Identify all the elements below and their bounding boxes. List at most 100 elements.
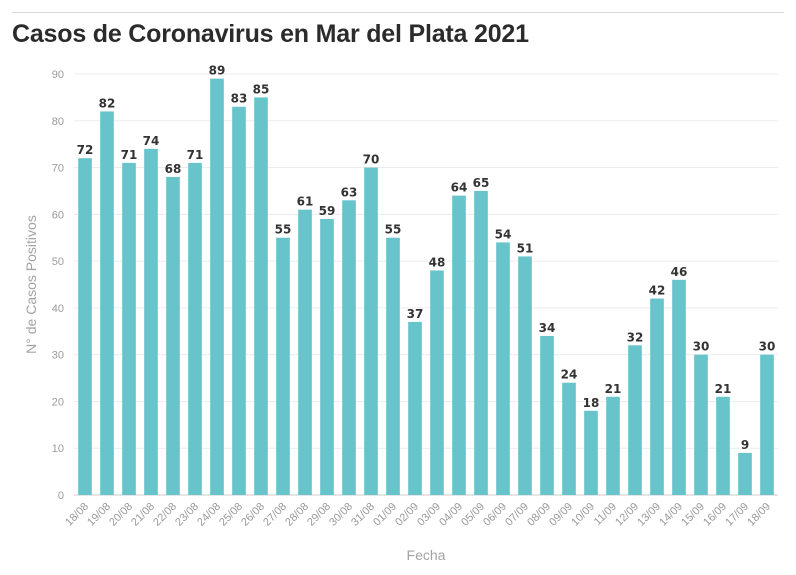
x-tick-label: 06/09 xyxy=(481,501,509,529)
y-tick-label: 50 xyxy=(52,256,64,268)
data-label: 55 xyxy=(275,223,292,237)
x-tick-label: 18/08 xyxy=(63,501,91,529)
x-tick-label: 01/09 xyxy=(371,501,399,529)
x-tick-label: 28/08 xyxy=(283,501,311,529)
data-label: 9 xyxy=(741,438,749,452)
chart-title: Casos de Coronavirus en Mar del Plata 20… xyxy=(12,20,529,48)
data-label: 72 xyxy=(77,143,94,157)
data-label: 21 xyxy=(715,382,732,396)
data-label: 64 xyxy=(451,181,468,195)
x-tick-label: 18/09 xyxy=(745,501,773,529)
bar xyxy=(320,219,334,495)
x-tick-label: 21/08 xyxy=(129,501,157,529)
bar xyxy=(364,167,378,496)
x-tick-label: 08/09 xyxy=(525,501,553,529)
data-label: 74 xyxy=(143,134,160,148)
bar xyxy=(672,279,686,495)
x-tick-label: 26/08 xyxy=(239,501,267,529)
x-tick-label: 04/09 xyxy=(437,501,465,529)
data-label: 18 xyxy=(583,396,600,410)
data-labels: 72 82 71 74 68 71 89 83 85 55 61 59 63 70 55 37 48 64 65 54… xyxy=(77,64,776,452)
bar xyxy=(408,321,422,495)
x-tick-label: 19/08 xyxy=(85,501,113,529)
bar xyxy=(606,396,620,495)
bar xyxy=(232,106,246,495)
x-tick-label: 29/08 xyxy=(305,501,333,529)
x-tick-label: 27/08 xyxy=(261,501,289,529)
data-label: 24 xyxy=(561,368,578,382)
x-tick-label: 22/08 xyxy=(151,501,179,529)
data-label: 85 xyxy=(253,82,270,96)
bar xyxy=(430,270,444,495)
bars xyxy=(78,78,774,496)
data-label: 71 xyxy=(187,148,204,162)
data-label: 30 xyxy=(759,340,776,354)
data-label: 54 xyxy=(495,227,512,241)
bar xyxy=(584,410,598,495)
x-tick-label: 05/09 xyxy=(459,501,487,529)
data-label: 68 xyxy=(165,162,182,176)
bar xyxy=(562,382,576,495)
data-label: 46 xyxy=(671,265,688,279)
y-axis-title: N° de Casos Positivos xyxy=(23,215,39,354)
data-label: 42 xyxy=(649,284,666,298)
bar xyxy=(628,345,642,495)
x-tick-label: 11/09 xyxy=(592,501,619,528)
data-label: 82 xyxy=(99,96,116,110)
y-tick-label: 60 xyxy=(52,209,64,221)
bar xyxy=(760,354,774,495)
data-label: 65 xyxy=(473,176,490,190)
data-label: 83 xyxy=(231,92,248,106)
x-axis-title: Fecha xyxy=(407,547,446,563)
y-tick-label: 30 xyxy=(52,350,64,362)
bar xyxy=(474,190,488,495)
bar xyxy=(254,97,268,495)
x-tick-label: 07/09 xyxy=(503,501,531,529)
x-tick-label: 31/08 xyxy=(349,501,377,529)
y-axis-ticks: 0 10 20 30 40 50 60 70 80 90 xyxy=(52,69,64,502)
data-label: 63 xyxy=(341,185,358,199)
bar xyxy=(298,209,312,495)
x-tick-label: 14/09 xyxy=(657,501,685,529)
data-label: 37 xyxy=(407,307,424,321)
bar xyxy=(540,335,554,495)
bar xyxy=(496,242,510,495)
x-tick-label: 13/09 xyxy=(635,501,663,529)
data-label: 32 xyxy=(627,330,644,344)
data-label: 34 xyxy=(539,321,556,335)
bar xyxy=(78,158,92,495)
x-tick-label: 23/08 xyxy=(173,501,201,529)
x-tick-label: 15/09 xyxy=(679,501,707,529)
y-tick-label: 20 xyxy=(52,396,64,408)
x-tick-label: 03/09 xyxy=(415,501,443,529)
x-axis-ticks: 18/0819/0820/0821/0822/0823/0824/0825/08… xyxy=(63,501,773,529)
bar xyxy=(386,237,400,495)
bar xyxy=(694,354,708,495)
bar xyxy=(452,195,466,495)
x-tick-label: 25/08 xyxy=(217,501,245,529)
y-tick-label: 80 xyxy=(52,116,64,128)
top-divider xyxy=(12,12,784,13)
x-tick-label: 12/09 xyxy=(613,501,641,529)
data-label: 30 xyxy=(693,340,710,354)
y-tick-label: 90 xyxy=(52,69,64,81)
data-label: 55 xyxy=(385,223,402,237)
bar xyxy=(210,78,224,495)
x-tick-label: 09/09 xyxy=(547,501,575,529)
x-tick-label: 24/08 xyxy=(195,501,223,529)
bar xyxy=(100,111,114,495)
data-label: 89 xyxy=(209,64,226,78)
bar xyxy=(738,452,752,495)
data-label: 71 xyxy=(121,148,138,162)
data-label: 21 xyxy=(605,382,622,396)
data-label: 51 xyxy=(517,241,534,255)
bar xyxy=(122,162,136,495)
bar xyxy=(188,162,202,495)
bar xyxy=(276,237,290,495)
bar xyxy=(650,298,664,495)
bar xyxy=(716,396,730,495)
x-tick-label: 02/09 xyxy=(393,501,421,529)
data-label: 61 xyxy=(297,195,314,209)
y-tick-label: 10 xyxy=(52,443,64,455)
